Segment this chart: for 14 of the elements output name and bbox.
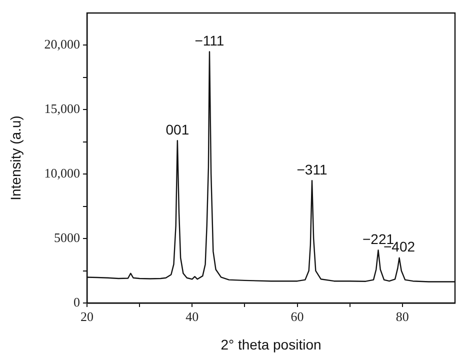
- x-tick-label: 40: [186, 309, 199, 324]
- x-axis-title: 2° theta position: [220, 336, 322, 352]
- y-tick-label: 0: [74, 294, 80, 310]
- annotation: −111: [194, 32, 224, 49]
- y-tick-label: 15,000: [44, 101, 80, 116]
- y-axis-title: Intensity (a.u): [7, 116, 24, 200]
- x-tick-label: 60: [290, 309, 304, 324]
- annotation: 001: [166, 121, 190, 138]
- y-tick-label: 5000: [54, 230, 80, 245]
- y-tick-label: 10,000: [44, 166, 80, 181]
- x-tick-label: 80: [396, 309, 409, 324]
- x-tick-label: 20: [80, 309, 94, 324]
- annotation: −311: [296, 161, 328, 178]
- y-tick-label: 20,000: [44, 36, 80, 52]
